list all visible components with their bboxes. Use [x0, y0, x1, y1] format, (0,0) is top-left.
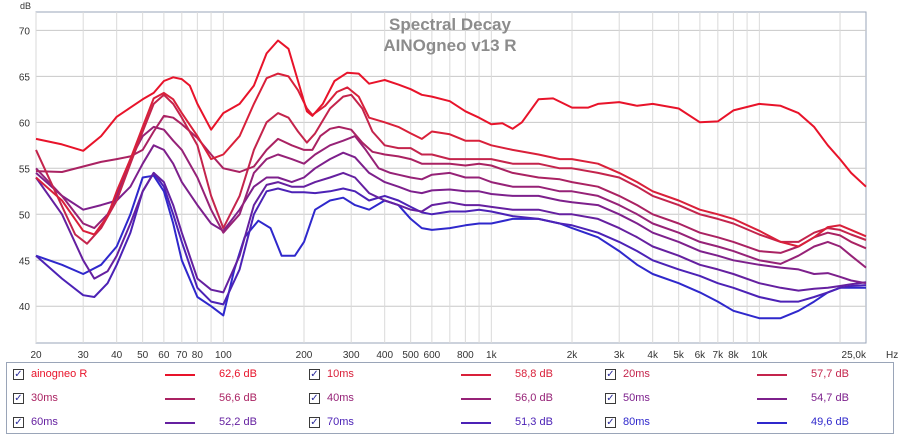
- series-line: [35, 171, 867, 294]
- x-tick-label: 80: [192, 350, 204, 361]
- y-tick-label: 50: [19, 210, 31, 221]
- legend-checkbox[interactable]: ✓: [13, 393, 24, 404]
- x-tick-label: 600: [424, 350, 441, 361]
- legend-value: 52,2 dB: [219, 416, 257, 428]
- legend-item: ✓ 70ms 51,3 dB: [303, 411, 599, 435]
- legend-value: 56,0 dB: [515, 392, 553, 404]
- legend-checkbox[interactable]: ✓: [13, 369, 24, 380]
- y-axis-label: dB: [20, 1, 31, 11]
- y-tick-label: 65: [19, 72, 31, 83]
- x-tick-label: 50: [137, 350, 149, 361]
- legend-swatch: [165, 374, 195, 376]
- series-line: [35, 39, 867, 188]
- legend-swatch: [165, 398, 195, 400]
- y-tick-label: 60: [19, 118, 31, 129]
- legend-item: ✓ 30ms 56,6 dB: [7, 387, 303, 411]
- x-tick-label: 500: [402, 350, 419, 361]
- legend-checkbox[interactable]: ✓: [605, 369, 616, 380]
- x-tick-label: 25,0k: [842, 350, 867, 361]
- x-tick-label: 7k: [713, 350, 725, 361]
- legend-value: 56,6 dB: [219, 392, 257, 404]
- x-tick-label: 200: [296, 350, 313, 361]
- x-tick-label: 40: [111, 350, 123, 361]
- plot-area: [35, 11, 867, 344]
- x-tick-label: 400: [376, 350, 393, 361]
- legend-row: ✓ 30ms 56,6 dB ✓ 40ms 56,0 dB ✓ 50ms 54,7 dB: [7, 387, 893, 411]
- chart-title: Spectral Decay: [389, 15, 511, 34]
- x-tick-label: 70: [176, 350, 188, 361]
- legend-swatch: [461, 398, 491, 400]
- x-axis-label: Hz: [886, 350, 898, 361]
- x-tick-label: 2k: [567, 350, 579, 361]
- x-tick-label: 6k: [695, 350, 707, 361]
- legend-checkbox[interactable]: ✓: [13, 417, 24, 428]
- x-tick-label: 20: [30, 350, 42, 361]
- legend-swatch: [757, 398, 787, 400]
- legend-series-name: 60ms: [31, 416, 58, 428]
- legend-row: ✓ ainogneo R 62,6 dB ✓ 10ms 58,8 dB ✓ 20ms 57,7 …: [7, 363, 893, 387]
- legend-series-name: 20ms: [623, 368, 650, 380]
- legend-series-name: 70ms: [327, 416, 354, 428]
- legend-checkbox[interactable]: ✓: [309, 369, 320, 380]
- legend-series-name: 10ms: [327, 368, 354, 380]
- series-line: [35, 144, 867, 285]
- legend-checkbox[interactable]: ✓: [605, 393, 616, 404]
- legend-item: ✓ 20ms 57,7 dB: [599, 363, 895, 387]
- y-tick-label: 40: [19, 302, 31, 313]
- legend-item: ✓ 80ms 49,6 dB: [599, 411, 895, 435]
- legend-series-name: 40ms: [327, 392, 354, 404]
- legend-swatch: [461, 422, 491, 424]
- x-tick-label: 5k: [673, 350, 685, 361]
- chart-subtitle: AINOgneo v13 R: [383, 36, 516, 55]
- y-tick-label: 55: [19, 164, 31, 175]
- legend-swatch: [461, 374, 491, 376]
- y-tick-label: 45: [19, 256, 31, 267]
- legend-swatch: [165, 422, 195, 424]
- legend-row: ✓ 60ms 52,2 dB ✓ 70ms 51,3 dB ✓ 80ms 49,6 dB: [7, 411, 893, 435]
- legend-item: ✓ 60ms 52,2 dB: [7, 411, 303, 435]
- legend: ✓ ainogneo R 62,6 dB ✓ 10ms 58,8 dB ✓ 20ms 57,7 …: [6, 362, 894, 434]
- legend-series-name: 30ms: [31, 392, 58, 404]
- x-axis-ticks: 20 30 40 50 60 70 80 100 200 300 400 500 600 800 1k 2k 3…: [30, 350, 867, 361]
- legend-item: ✓ ainogneo R 62,6 dB: [7, 363, 303, 387]
- legend-swatch: [757, 422, 787, 424]
- legend-checkbox[interactable]: ✓: [309, 393, 320, 404]
- legend-value: 57,7 dB: [811, 368, 849, 380]
- x-tick-label: 1k: [486, 350, 498, 361]
- legend-series-name: ainogneo R: [31, 368, 88, 380]
- x-tick-label: 10k: [751, 350, 768, 361]
- legend-item: ✓ 50ms 54,7 dB: [599, 387, 895, 411]
- spectral-decay-chart: 40 45 50 55 60 65 70 20 30 40 50 60 70 80 100 200 300 40…: [19, 1, 898, 361]
- x-tick-label: 300: [343, 350, 360, 361]
- legend-checkbox[interactable]: ✓: [309, 417, 320, 428]
- legend-checkbox[interactable]: ✓: [605, 417, 616, 428]
- legend-value: 62,6 dB: [219, 368, 257, 380]
- legend-value: 49,6 dB: [811, 416, 849, 428]
- series-line: [35, 72, 867, 248]
- legend-series-name: 80ms: [623, 416, 650, 428]
- legend-item: ✓ 10ms 58,8 dB: [303, 363, 599, 387]
- series-line: [35, 93, 867, 245]
- series-line: [35, 171, 867, 306]
- series-line: [35, 114, 867, 254]
- series-line: [35, 125, 867, 269]
- x-tick-label: 30: [78, 350, 90, 361]
- legend-item: ✓ 40ms 56,0 dB: [303, 387, 599, 411]
- y-tick-label: 70: [19, 26, 31, 37]
- legend-value: 58,8 dB: [515, 368, 553, 380]
- x-tick-label: 8k: [728, 350, 740, 361]
- series-layer: [35, 39, 867, 320]
- x-tick-label: 3k: [614, 350, 626, 361]
- x-tick-label: 4k: [647, 350, 659, 361]
- x-tick-label: 800: [457, 350, 474, 361]
- x-tick-label: 60: [158, 350, 170, 361]
- x-tick-label: 100: [215, 350, 232, 361]
- legend-swatch: [757, 374, 787, 376]
- legend-value: 51,3 dB: [515, 416, 553, 428]
- legend-series-name: 50ms: [623, 392, 650, 404]
- legend-value: 54,7 dB: [811, 392, 849, 404]
- y-axis-ticks: 40 45 50 55 60 65 70: [19, 26, 31, 313]
